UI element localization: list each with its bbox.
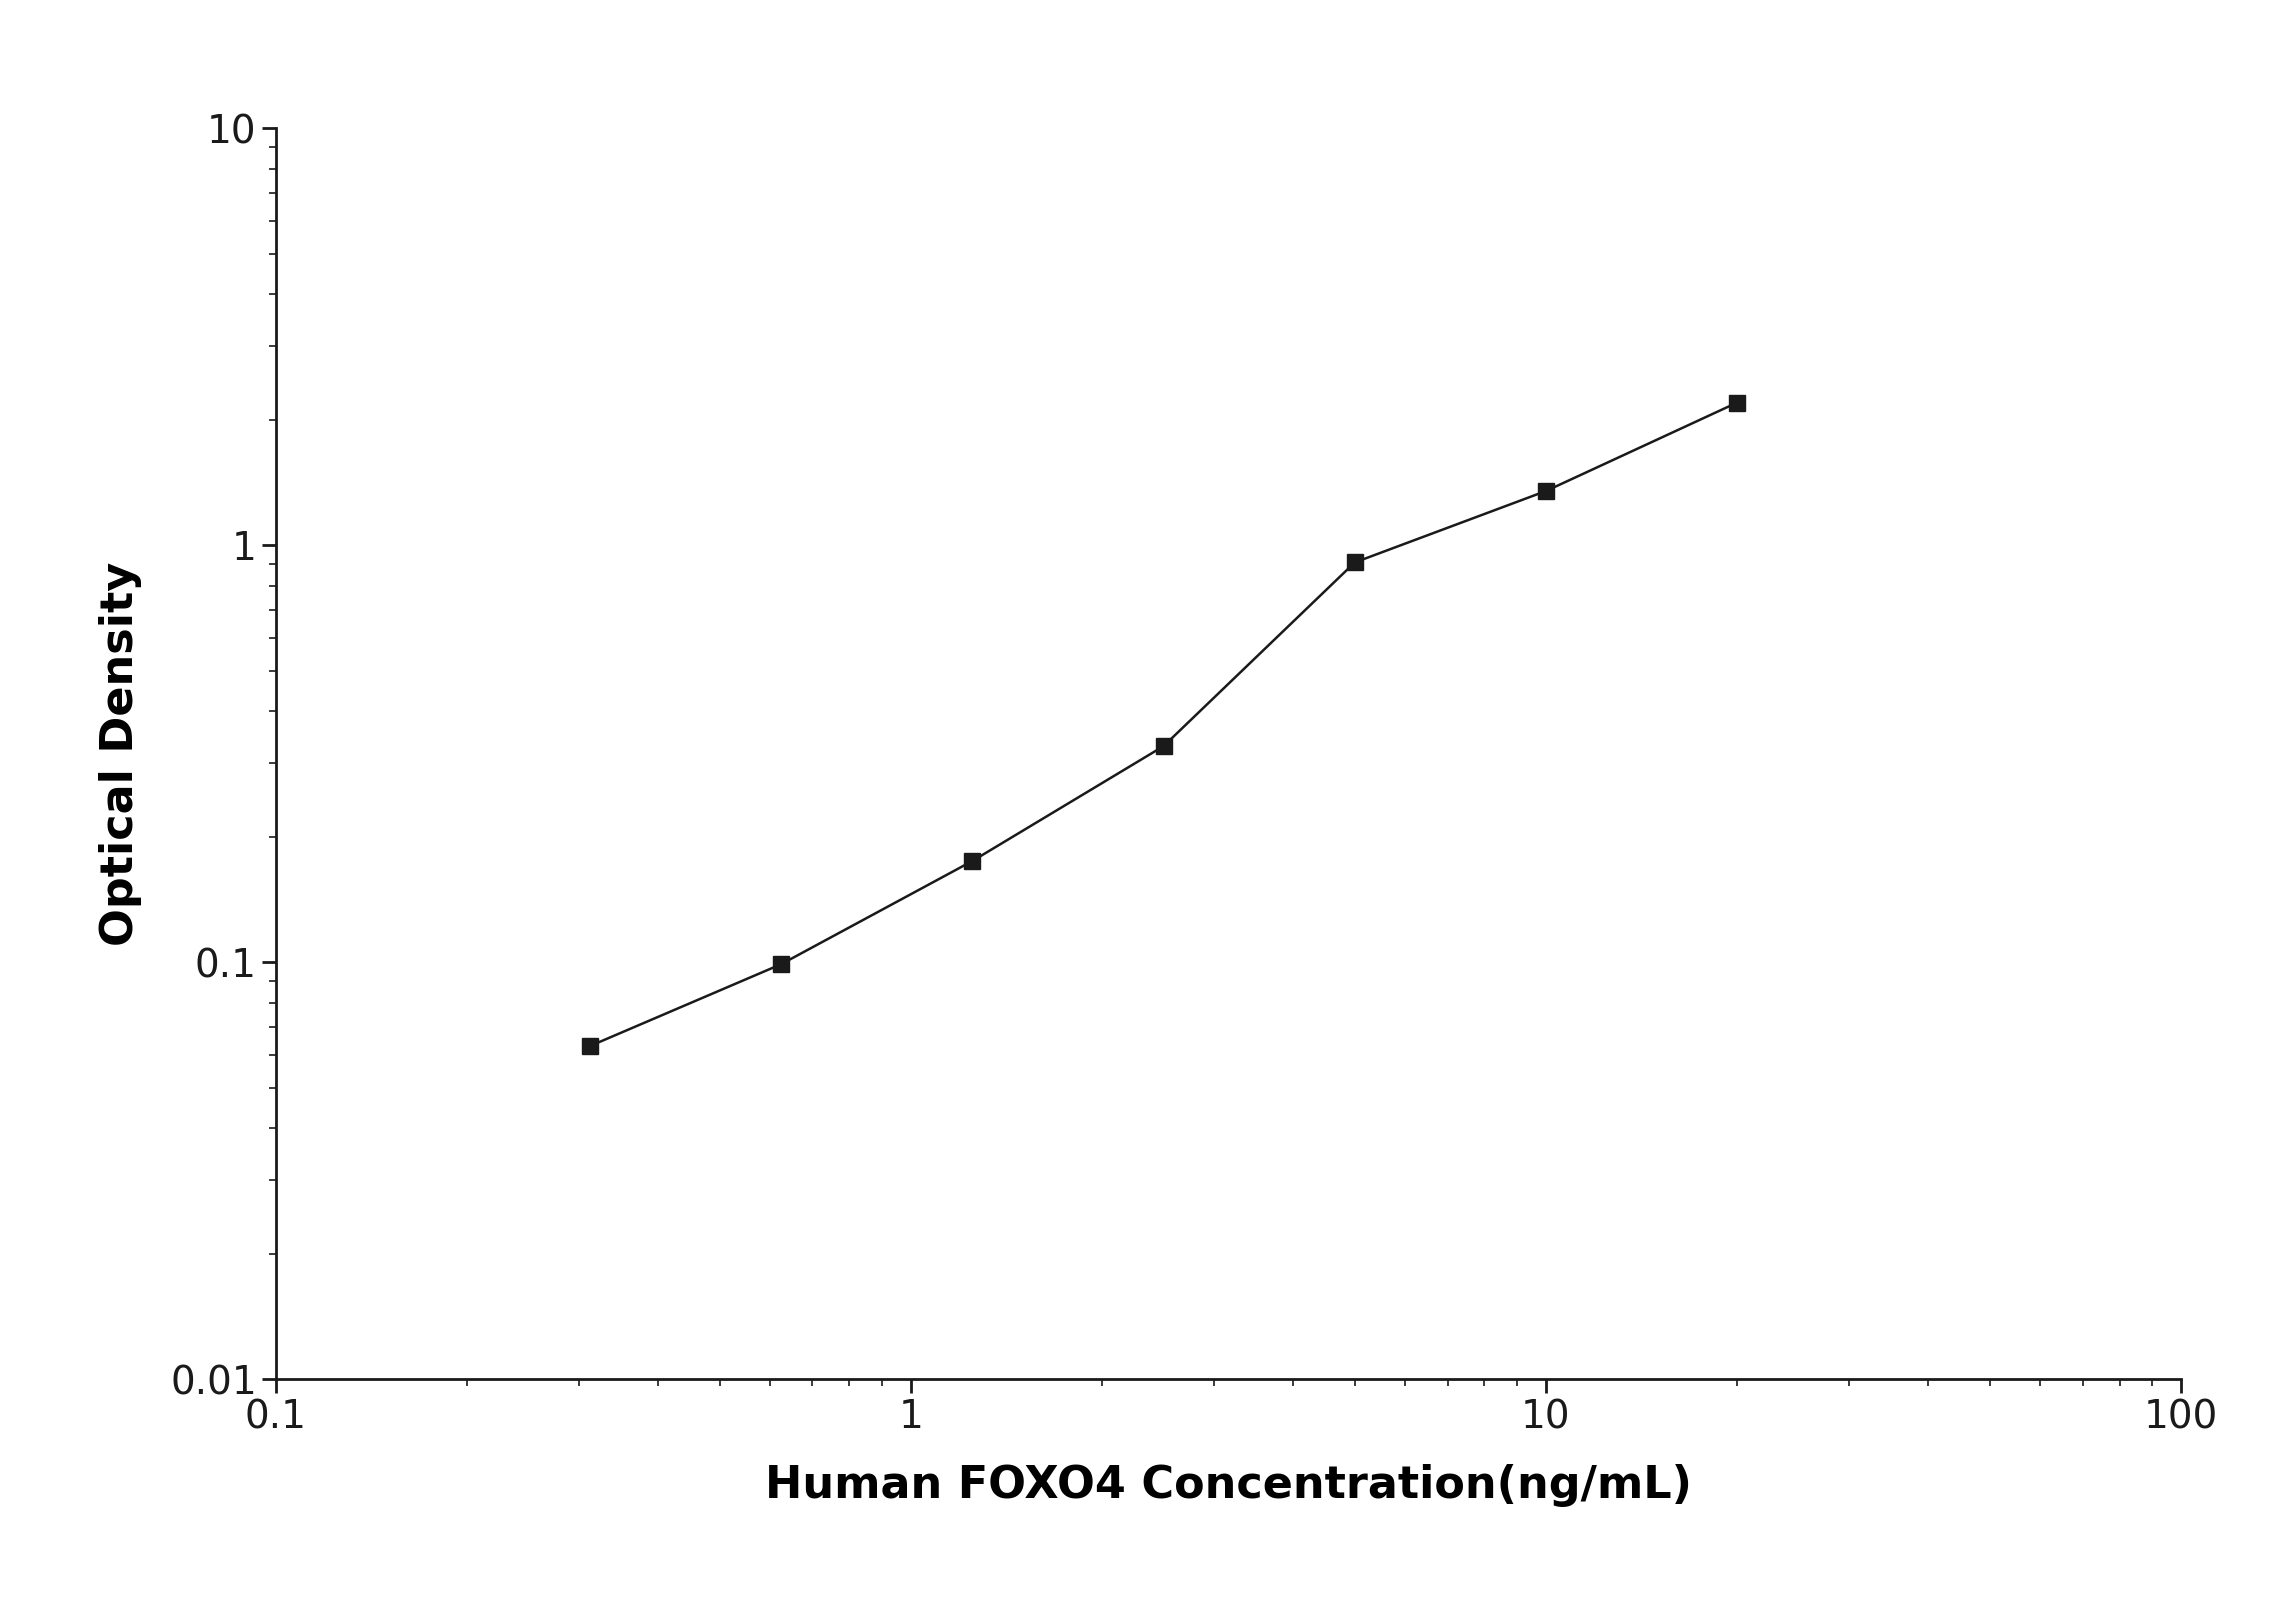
- Y-axis label: Optical Density: Optical Density: [99, 561, 142, 946]
- X-axis label: Human FOXO4 Concentration(ng/mL): Human FOXO4 Concentration(ng/mL): [765, 1464, 1692, 1508]
